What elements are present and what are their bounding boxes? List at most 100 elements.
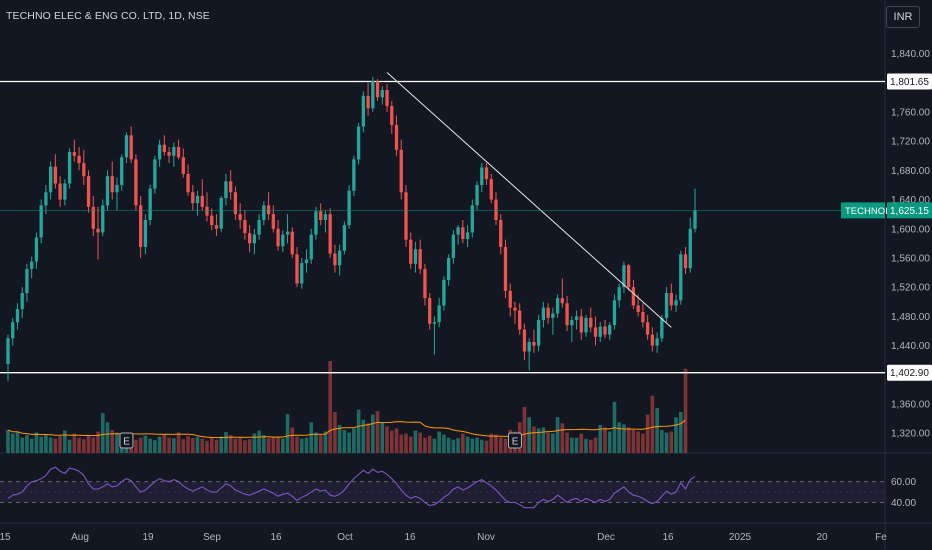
candle-body [105, 176, 110, 206]
volume-bar [247, 439, 252, 453]
x-tick-label: Fe [875, 532, 887, 543]
candle-body [191, 192, 195, 204]
x-tick-label: Sep [203, 532, 221, 543]
candle-body [418, 249, 422, 269]
candle-body [475, 184, 479, 206]
volume-bar [337, 424, 342, 453]
volume-bar [309, 422, 314, 453]
volume-bar [195, 437, 200, 453]
volume-bar [176, 432, 181, 453]
candle-body [124, 135, 129, 158]
volume-bar [678, 412, 683, 453]
volume-bar [138, 437, 143, 453]
candle-body [6, 338, 10, 364]
volume-bar [10, 433, 15, 453]
y-tick-label: 1,560.00 [891, 253, 930, 264]
volume-bar [280, 438, 285, 453]
volume-bar [598, 424, 603, 453]
candle-body [451, 234, 456, 258]
candle-body [129, 135, 133, 160]
volume-bar [299, 438, 304, 453]
candle-body [337, 250, 342, 266]
candle-body [669, 293, 673, 306]
candle-body [200, 195, 204, 207]
candle-body [409, 239, 413, 264]
candle-body [276, 228, 280, 247]
candle-body [503, 247, 508, 291]
candle-body [645, 322, 650, 335]
currency-button[interactable]: INR [886, 6, 920, 28]
volume-bar [655, 408, 659, 453]
candle-body [285, 231, 290, 235]
candle-body [86, 176, 91, 207]
volume-bar [588, 439, 593, 453]
volume-bar [479, 439, 484, 453]
candle-body [110, 176, 114, 193]
volume-bar [252, 433, 257, 453]
candle-body [333, 253, 337, 266]
chart-title: TECHNO ELEC & ENG CO. LTD, 1D, NSE [6, 10, 210, 22]
volume-ma-line [7, 419, 686, 438]
volume-bar [631, 430, 636, 453]
candle-body [11, 322, 15, 339]
candle-body [489, 179, 493, 200]
candle-body [636, 305, 640, 313]
candle-body [442, 279, 446, 306]
volume-bar [489, 433, 494, 453]
volume-bar [541, 427, 546, 453]
volume-bar [375, 411, 380, 453]
volume-bar [484, 440, 489, 453]
candle-body [650, 334, 655, 346]
candle-body [314, 211, 318, 235]
earnings-marker-label: E [512, 437, 519, 448]
candle-body [366, 95, 370, 109]
candle-body [513, 307, 517, 311]
volume-bar [593, 437, 598, 453]
volume-bar [660, 430, 664, 453]
candle-body [148, 188, 152, 220]
y-tick-label: 1,680.00 [891, 166, 930, 177]
symbol-badge [841, 202, 885, 219]
candle-body [683, 254, 688, 269]
candle-body [63, 183, 67, 200]
volume-bar [442, 434, 446, 453]
volume-bar [641, 433, 645, 453]
candle-body [622, 265, 626, 288]
candle-body [527, 341, 531, 352]
candle-body [536, 320, 541, 346]
candle-body [257, 219, 261, 235]
candle-body [470, 205, 474, 233]
candle-body [655, 338, 659, 346]
candle-body [565, 303, 569, 326]
candle-body [262, 205, 266, 220]
rsi-tick-label: 60.00 [891, 477, 916, 488]
x-tick-label: 16 [270, 532, 282, 543]
volume-bar [456, 438, 460, 453]
candle-body [484, 167, 489, 180]
volume-bar [408, 436, 413, 453]
candle-body [532, 341, 536, 346]
volume-bar [219, 436, 224, 453]
volume-bar [91, 437, 96, 453]
candle-body [300, 263, 304, 284]
x-tick-label: 16 [662, 532, 674, 543]
volume-bar [290, 427, 295, 453]
volume-bar [86, 435, 91, 453]
volume-bar [72, 433, 77, 453]
candle-body [593, 327, 598, 337]
volume-bar [48, 437, 53, 453]
volume-bar [157, 436, 162, 453]
candle-body [120, 157, 124, 185]
candle-body [461, 227, 465, 239]
candle-body [385, 90, 389, 107]
candle-body [589, 317, 593, 328]
volume-bar [683, 368, 688, 453]
volume-bar [6, 430, 10, 453]
candle-body [508, 290, 512, 308]
candle-body [399, 149, 403, 193]
volume-bar [584, 438, 588, 453]
x-tick-label: 2025 [729, 532, 752, 543]
volume-bar [546, 432, 550, 453]
volume-bar [271, 437, 276, 453]
